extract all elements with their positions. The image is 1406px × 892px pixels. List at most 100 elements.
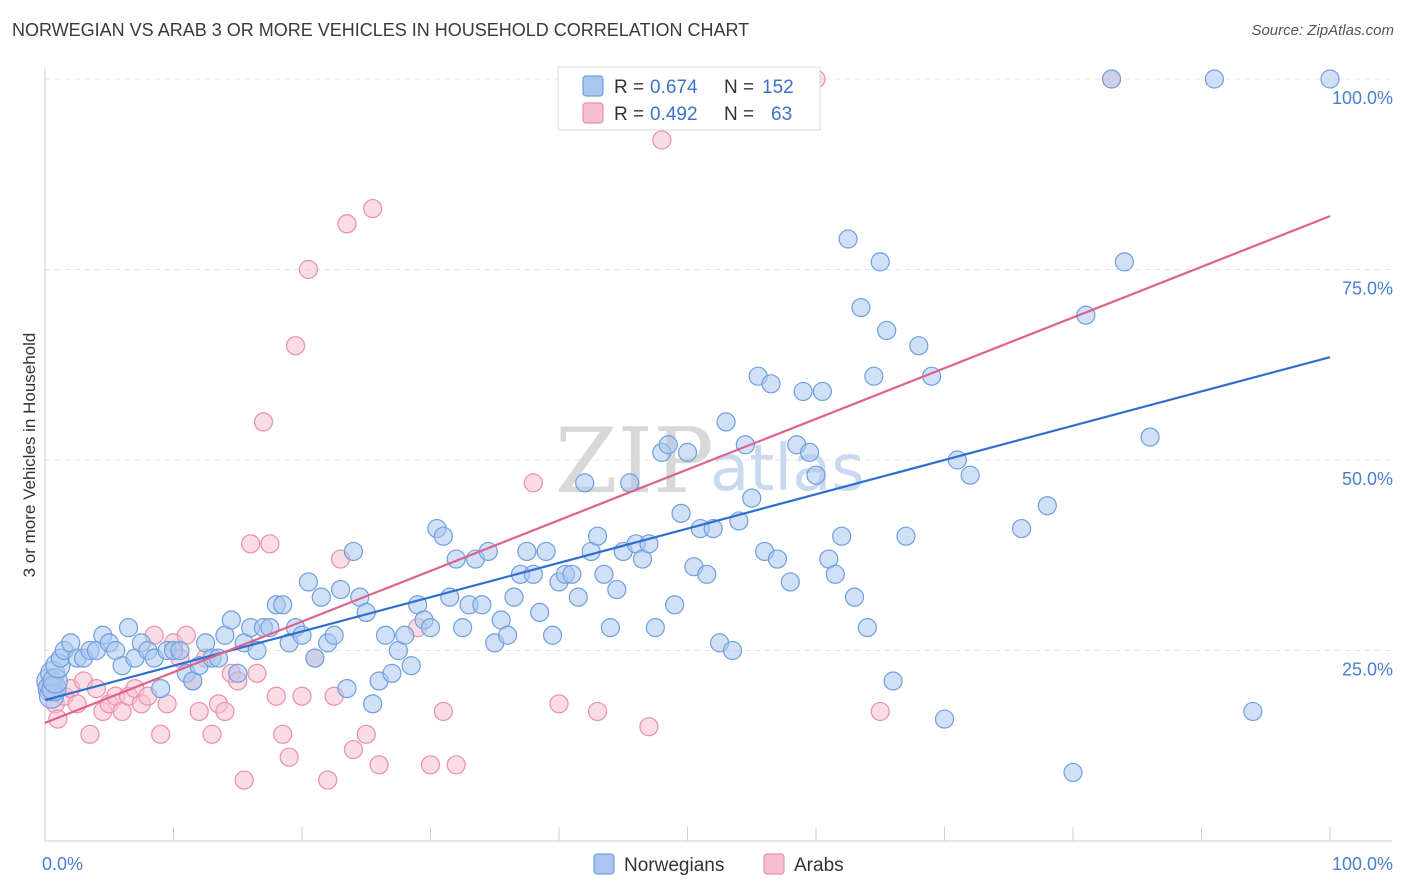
norwegian-point-103 [665,595,685,615]
norwegian-point-125 [812,381,833,402]
legend-n-value-arabs: 63 [771,104,792,125]
arab-point-25 [189,701,209,722]
norwegian-point-147 [1101,69,1122,89]
legend-r-label-arabs: R = [614,104,644,125]
arab-point-49 [356,724,376,744]
norwegian-point-26 [170,640,190,661]
norwegian-point-127 [825,564,845,584]
norwegian-point-89 [575,473,595,493]
arab-point-57 [549,694,569,714]
norwegian-point-34 [221,610,241,630]
norwegian-point-104 [671,503,691,523]
norwegian-point-65 [420,618,441,638]
chart-title: NORWEGIAN VS ARAB 3 OR MORE VEHICLES IN … [12,20,750,40]
arab-point-39 [279,747,299,767]
y-tick-label-2: 75.0% [1342,279,1393,299]
arab-point-56 [523,473,543,493]
norwegian-point-56 [363,694,383,714]
norwegian-point-130 [844,587,865,607]
norwegian-point-129 [838,229,858,249]
norwegian-point-115 [742,488,762,508]
norwegian-point-137 [896,526,916,546]
x-tick-labels: 0.0% 100.0% [42,854,1393,874]
x-tick-label-1: 100.0% [1332,854,1393,874]
legend-n-label-arabs: N = [724,104,754,125]
norwegian-point-128 [832,526,852,546]
norwegian-point-152 [1320,69,1340,89]
norwegian-point-148 [1114,252,1135,272]
norwegian-point-77 [498,625,518,645]
norwegian-point-105 [677,442,698,462]
legend-n-label-norwegians: N = [724,77,754,98]
norwegian-point-135 [877,320,897,341]
y-tick-label-0: 25.0% [1342,660,1393,680]
norwegian-point-35 [228,663,248,683]
norwegian-point-123 [799,442,820,462]
series-legend-swatch-norwegians [593,853,615,875]
arab-point-58 [587,701,608,722]
series-legend-label-arabs: Arabs [794,855,844,876]
norwegian-point-59 [382,663,402,683]
norwegian-point-144 [1037,496,1057,516]
arab-point-53 [420,755,441,775]
norwegian-point-91 [587,526,608,546]
arab-point-42 [298,259,319,280]
arab-point-44 [318,770,338,790]
series-legend: Norwegians Arabs [593,853,844,876]
arab-point-54 [433,701,453,722]
norwegian-point-23 [151,678,171,699]
legend-swatch-norwegians [582,75,604,97]
arab-point-19 [151,724,171,744]
norwegian-point-73 [472,595,492,615]
arab-point-62 [870,701,890,722]
trend-lines [44,215,1331,724]
norwegian-point-109 [703,518,723,539]
norwegian-point-58 [375,625,396,645]
legend-r-value-norwegians: 0.674 [650,77,698,98]
norwegian-point-151 [1243,701,1263,722]
norwegian-trend-line [44,356,1331,702]
arab-point-33 [241,534,261,554]
norwegian-point-82 [530,602,550,623]
series-legend-swatch-arabs [763,853,785,875]
x-tick-label-0: 0.0% [42,854,83,874]
arab-point-8 [80,724,100,744]
norwegian-point-48 [311,587,331,607]
arab-point-29 [215,701,235,722]
arab-point-50 [363,198,383,219]
arab-point-59 [639,717,659,737]
source-label: Source: ZipAtlas.com [1251,22,1394,39]
arab-point-37 [266,686,286,706]
stats-legend: R = 0.674 N = 152 R = 0.492 N = 63 [557,66,821,131]
norwegian-point-141 [947,450,967,470]
arab-point-55 [446,755,466,775]
norwegian-point-61 [395,625,415,645]
arab-trend-line [44,215,1331,724]
legend-n-value-norwegians: 152 [762,77,794,98]
arab-point-40 [285,336,306,356]
norwegian-point-70 [453,618,473,638]
norwegian-point-51 [330,579,351,600]
norwegian-point-87 [562,564,582,584]
y-tick-labels: 25.0% 50.0% 75.0% 100.0% [1332,88,1393,680]
norwegian-point-132 [857,618,878,638]
norwegian-point-47 [305,648,325,668]
norwegian-point-46 [298,572,319,592]
norwegian-point-149 [1140,427,1160,447]
norwegian-point-143 [1011,518,1032,539]
norwegian-point-42 [273,595,293,615]
y-tick-label-1: 50.0% [1342,469,1393,489]
legend-swatch-arabs [582,102,604,124]
norwegian-point-111 [716,412,736,432]
arab-point-27 [202,724,222,744]
norwegian-point-145 [1063,762,1083,783]
arab-point-41 [292,686,312,706]
arab-point-48 [343,739,363,760]
arab-point-38 [273,724,293,744]
norwegian-point-83 [536,541,556,562]
norwegian-point-134 [870,252,890,272]
norwegian-point-50 [324,625,344,645]
arab-point-47 [337,214,357,234]
arab-point-36 [260,534,280,554]
